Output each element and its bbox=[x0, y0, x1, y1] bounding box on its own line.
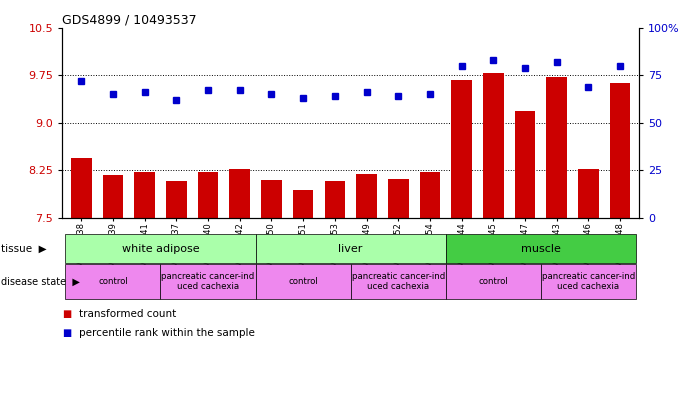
Bar bbox=[229, 169, 250, 218]
Text: control: control bbox=[288, 277, 318, 286]
Text: ■: ■ bbox=[62, 328, 71, 338]
Bar bbox=[198, 173, 218, 218]
Bar bbox=[388, 179, 408, 218]
Bar bbox=[325, 181, 345, 218]
Bar bbox=[293, 189, 314, 218]
Bar bbox=[102, 175, 123, 218]
Bar bbox=[483, 73, 504, 218]
Bar bbox=[515, 111, 536, 218]
Text: muscle: muscle bbox=[521, 244, 561, 253]
Bar bbox=[419, 173, 440, 218]
Text: GDS4899 / 10493537: GDS4899 / 10493537 bbox=[62, 13, 197, 26]
Text: tissue  ▶: tissue ▶ bbox=[1, 244, 46, 253]
Text: pancreatic cancer-ind
uced cachexia: pancreatic cancer-ind uced cachexia bbox=[352, 272, 445, 291]
Text: pancreatic cancer-ind
uced cachexia: pancreatic cancer-ind uced cachexia bbox=[162, 272, 255, 291]
Bar bbox=[451, 80, 472, 218]
Text: percentile rank within the sample: percentile rank within the sample bbox=[79, 328, 256, 338]
Text: white adipose: white adipose bbox=[122, 244, 199, 253]
Text: control: control bbox=[478, 277, 508, 286]
Bar bbox=[547, 77, 567, 218]
Bar bbox=[357, 174, 377, 218]
Bar bbox=[71, 158, 91, 218]
Text: disease state  ▶: disease state ▶ bbox=[1, 276, 79, 286]
Bar bbox=[166, 181, 187, 218]
Text: transformed count: transformed count bbox=[79, 309, 177, 318]
Bar bbox=[578, 169, 599, 218]
Text: ■: ■ bbox=[62, 309, 71, 318]
Text: liver: liver bbox=[339, 244, 363, 253]
Text: control: control bbox=[98, 277, 128, 286]
Bar bbox=[610, 83, 630, 218]
Text: pancreatic cancer-ind
uced cachexia: pancreatic cancer-ind uced cachexia bbox=[542, 272, 635, 291]
Bar bbox=[134, 173, 155, 218]
Bar bbox=[261, 180, 282, 218]
